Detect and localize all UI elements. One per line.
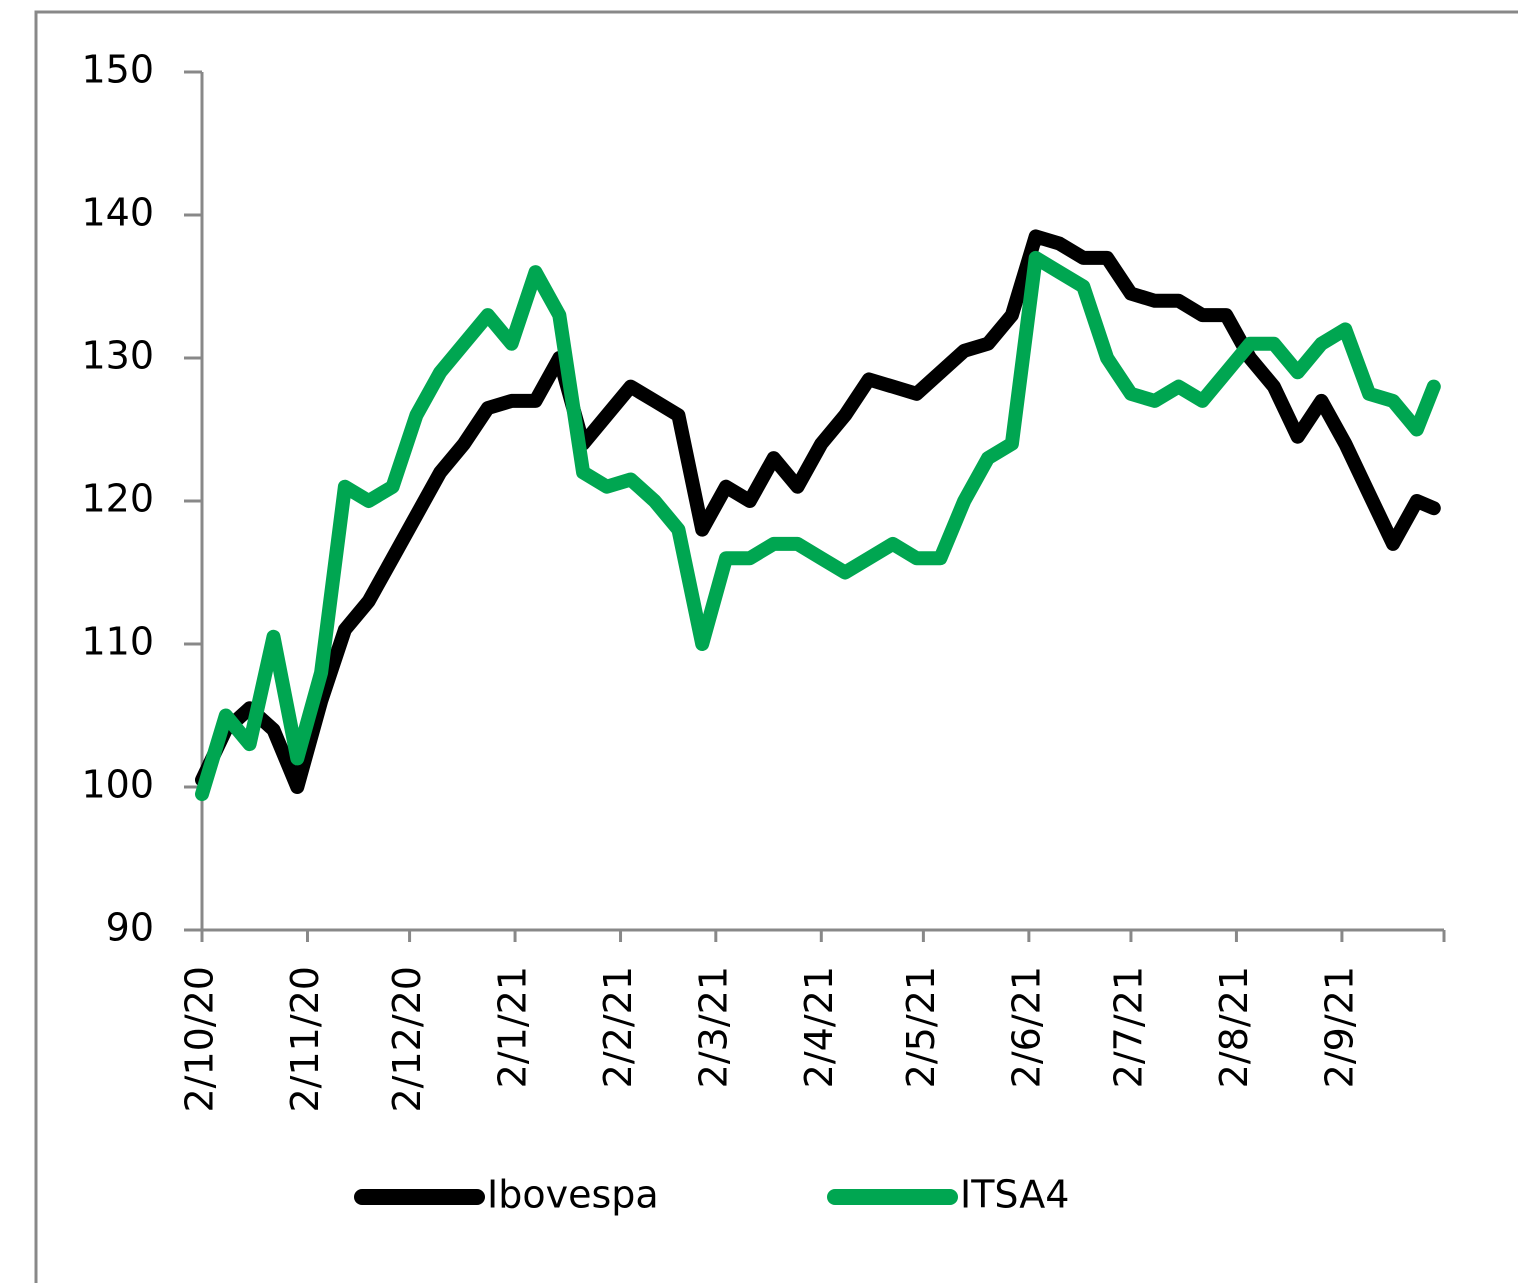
y-tick-label: 100: [81, 763, 154, 807]
y-tick-label: 120: [81, 477, 154, 521]
legend-label: ITSA4: [960, 1173, 1069, 1217]
series-line: [195, 229, 1441, 794]
x-tick-label: 2/3/21: [691, 966, 735, 1088]
y-tick-label: 140: [81, 191, 154, 235]
y-tick-label: 90: [106, 906, 154, 950]
x-tick-label: 2/4/21: [797, 966, 841, 1088]
x-tick-label: 2/9/21: [1317, 966, 1361, 1088]
x-tick-label: 2/12/20: [385, 966, 429, 1113]
x-tick-label: 2/10/20: [178, 966, 222, 1113]
x-tick-label: 2/11/20: [283, 966, 327, 1113]
y-tick-label: 150: [81, 48, 154, 92]
legend-label: Ibovespa: [487, 1173, 659, 1217]
chart-border: [34, 10, 1518, 1283]
x-tick-label: 2/2/21: [596, 966, 640, 1088]
x-tick-label: 2/6/21: [1004, 966, 1048, 1088]
x-tick-label: 2/5/21: [899, 966, 943, 1088]
x-tick-label: 2/7/21: [1106, 966, 1150, 1088]
x-tick-label: 2/1/21: [491, 966, 535, 1088]
x-tick-label: 2/8/21: [1212, 966, 1256, 1088]
y-tick-label: 130: [81, 334, 154, 378]
y-tick-label: 110: [81, 620, 154, 664]
series-line: [195, 250, 1441, 802]
